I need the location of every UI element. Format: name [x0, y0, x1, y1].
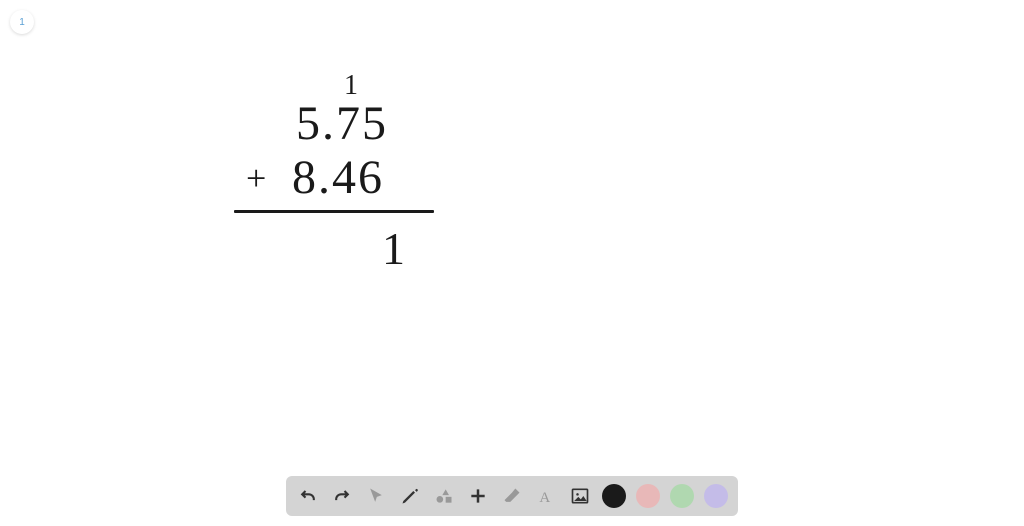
redo-icon [332, 486, 352, 506]
svg-text:A: A [539, 490, 550, 506]
color-green[interactable] [670, 484, 694, 508]
addend-1: 5.75 [296, 100, 388, 148]
color-purple[interactable] [704, 484, 728, 508]
pen-icon [400, 486, 420, 506]
redo-button[interactable] [330, 484, 354, 508]
carry-digit: 1 [344, 72, 358, 100]
partial-result: 1 [382, 226, 405, 272]
undo-button[interactable] [296, 484, 320, 508]
color-pink[interactable] [636, 484, 660, 508]
pointer-button[interactable] [364, 484, 388, 508]
drawing-canvas[interactable]: 1 5.75 + 8.46 1 [0, 0, 1024, 526]
shapes-icon [434, 486, 454, 506]
plus-icon [468, 486, 488, 506]
pointer-icon [366, 486, 386, 506]
text-button[interactable]: A [534, 484, 558, 508]
equals-line [234, 210, 434, 213]
image-button[interactable] [568, 484, 592, 508]
text-icon: A [536, 486, 556, 506]
eraser-icon [502, 486, 522, 506]
undo-icon [298, 486, 318, 506]
pen-button[interactable] [398, 484, 422, 508]
move-button[interactable] [466, 484, 490, 508]
image-icon [570, 486, 590, 506]
eraser-button[interactable] [500, 484, 524, 508]
addend-2: 8.46 [292, 154, 384, 202]
operator-plus: + [246, 160, 266, 196]
shapes-button[interactable] [432, 484, 456, 508]
drawing-toolbar: A [286, 476, 738, 516]
color-black[interactable] [602, 484, 626, 508]
